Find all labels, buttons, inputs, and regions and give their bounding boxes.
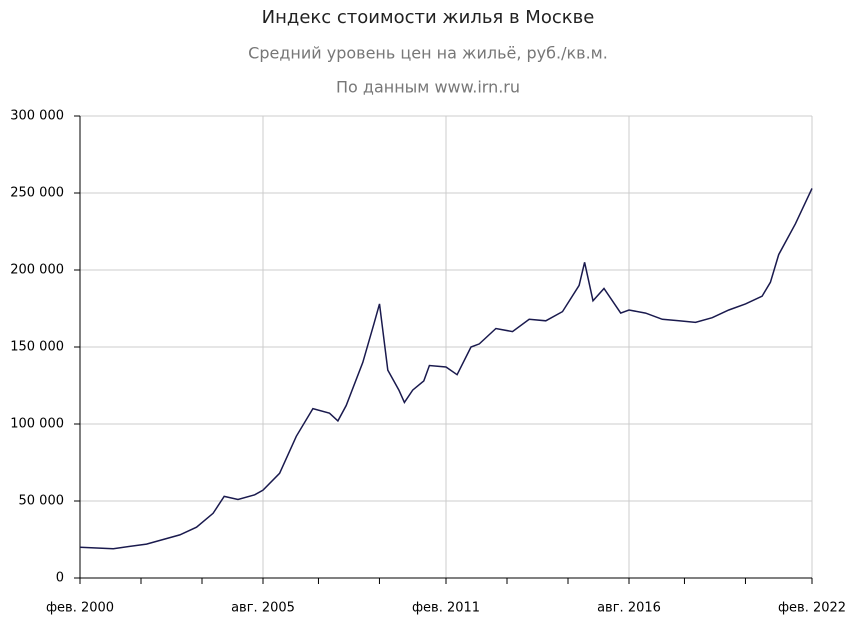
y-tick-label: 100 000 <box>10 417 64 432</box>
chart-subtitle: Средний уровень цен на жильё, руб./кв.м. <box>248 44 608 63</box>
y-tick-label: 300 000 <box>10 109 64 124</box>
x-tick-label: авг. 2016 <box>597 601 661 616</box>
y-tick-label: 150 000 <box>10 340 64 355</box>
data-line <box>79 188 813 550</box>
x-tick-label: фев. 2011 <box>412 601 480 616</box>
y-tick-label: 250 000 <box>10 186 64 201</box>
y-tick-label: 200 000 <box>10 263 64 278</box>
y-tick-label: 0 <box>56 571 64 586</box>
x-tick-label: фев. 2022 <box>778 601 846 616</box>
x-tick-label: авг. 2005 <box>231 601 295 616</box>
x-tick-label: фев. 2000 <box>46 601 114 616</box>
chart-title: Индекс стоимости жилья в Москве <box>262 7 595 28</box>
chart-source: По данным www.irn.ru <box>336 78 520 97</box>
y-tick-label: 50 000 <box>19 494 65 509</box>
